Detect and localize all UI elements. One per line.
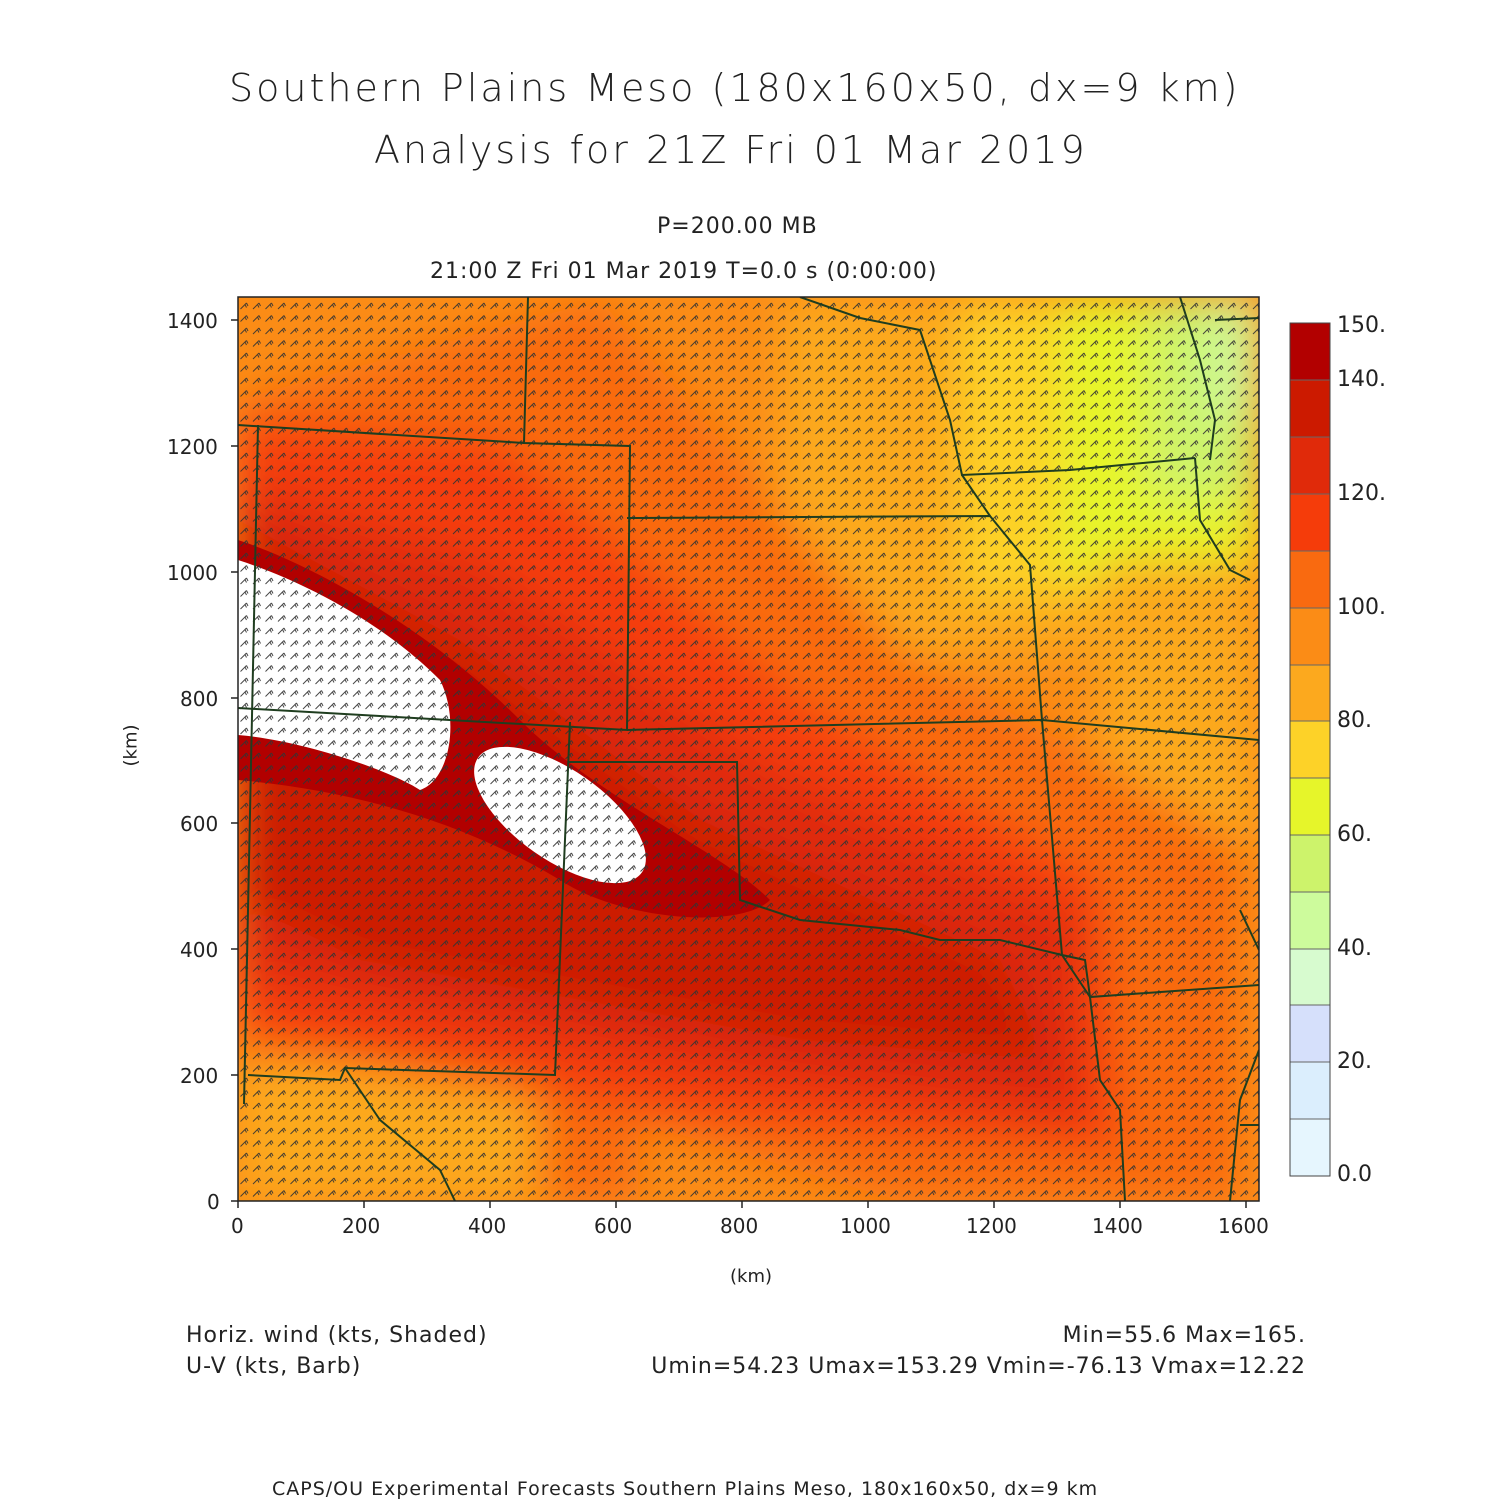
colorbar-bin-80-90	[1290, 665, 1330, 721]
x-tick-label: 200	[342, 1214, 381, 1238]
colorbar-bin-100-110	[1290, 551, 1330, 608]
colorbar-bin-30-40	[1290, 949, 1330, 1005]
x-tick-label: 1000	[840, 1214, 891, 1238]
colorbar-label: 0.0	[1337, 1162, 1372, 1187]
y-tick-label: 200	[180, 1064, 219, 1088]
colorbar-label: 60.	[1337, 822, 1372, 847]
state-boundaries	[238, 297, 1259, 1201]
y-tick-label: 0	[207, 1190, 220, 1214]
colorbar-bin-90-100	[1290, 608, 1330, 665]
colorbar-bin-140-150	[1290, 323, 1330, 380]
shaded-field-caption: Horiz. wind (kts, Shaded)	[186, 1323, 488, 1348]
colorbar	[1289, 322, 1331, 1177]
x-axis-label: (km)	[730, 1266, 773, 1287]
colorbar-bin-60-70	[1290, 778, 1330, 835]
colorbar-bin-130-140	[1290, 380, 1330, 437]
colorbar-label: 40.	[1337, 936, 1372, 961]
y-tick-label: 1000	[167, 561, 218, 585]
wind-speed-field	[238, 297, 1259, 1201]
y-tick-label: 1400	[167, 309, 218, 333]
axis-tick-marks	[231, 319, 1247, 1208]
colorbar-bin-40-50	[1290, 892, 1330, 949]
x-tick-label: 1400	[1092, 1214, 1143, 1238]
y-tick-label: 800	[180, 687, 219, 711]
colorbar-bin-20-30	[1290, 1005, 1330, 1062]
credit-line: CAPS/OU Experimental Forecasts Southern …	[272, 1478, 1099, 1500]
uv-stats: Umin=54.23 Umax=153.29 Vmin=-76.13 Vmax=…	[651, 1354, 1306, 1379]
min-max-stats: Min=55.6 Max=165.	[1062, 1323, 1306, 1348]
x-tick-label: 1600	[1218, 1214, 1269, 1238]
x-tick-label: 0	[231, 1214, 244, 1238]
barb-field-caption: U-V (kts, Barb)	[186, 1354, 362, 1379]
x-tick-label: 400	[468, 1214, 507, 1238]
colorbar-bin-120-130	[1290, 437, 1330, 494]
colorbar-label: 100.	[1337, 595, 1386, 620]
plot-frame	[237, 296, 1260, 1202]
y-tick-label: 1200	[167, 435, 218, 459]
colorbar-bin-70-80	[1290, 721, 1330, 778]
y-tick-label: 600	[180, 812, 219, 836]
y-axis-label: (km)	[120, 724, 142, 767]
title-line-1: Southern Plains Meso (180x160x50, dx=9 k…	[229, 66, 1241, 110]
pressure-level: P=200.00 MB	[657, 214, 818, 239]
colorbar-label: 150.	[1337, 313, 1386, 338]
colorbar-bin-110-120	[1290, 494, 1330, 551]
colorbar-label: 140.	[1337, 367, 1386, 392]
x-tick-label: 800	[720, 1214, 759, 1238]
colorbar-label: 120.	[1337, 481, 1386, 506]
valid-time: 21:00 Z Fri 01 Mar 2019 T=0.0 s (0:00:00…	[430, 259, 938, 284]
y-tick-label: 400	[180, 938, 219, 962]
x-tick-label: 600	[594, 1214, 633, 1238]
x-tick-label: 1200	[966, 1214, 1017, 1238]
colorbar-bin-0-10	[1290, 1119, 1330, 1176]
title-line-2: Analysis for 21Z Fri 01 Mar 2019	[374, 128, 1088, 172]
colorbar-bin-50-60	[1290, 835, 1330, 892]
colorbar-label: 20.	[1337, 1049, 1372, 1074]
colorbar-bin-10-20	[1290, 1062, 1330, 1119]
colorbar-label: 80.	[1337, 708, 1372, 733]
